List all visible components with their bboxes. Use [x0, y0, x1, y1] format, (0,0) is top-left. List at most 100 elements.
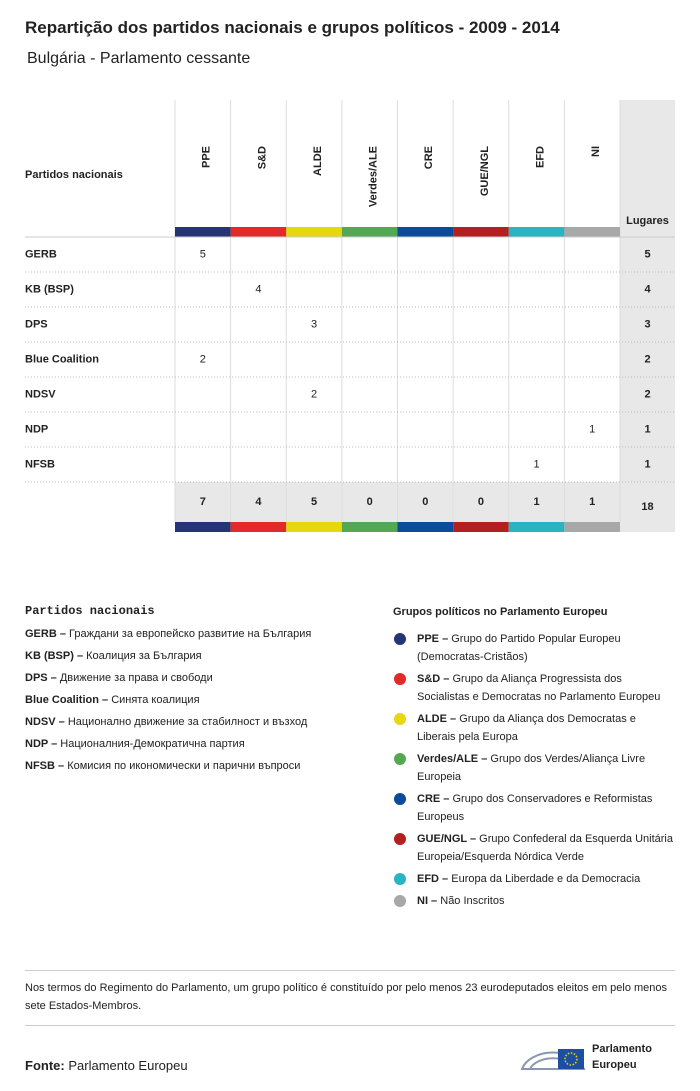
- seats-value: 3: [644, 318, 650, 330]
- group-color-bar: [508, 227, 565, 237]
- table: Partidos nacionais Lugares PPE S&D ALDE Verde…: [25, 100, 675, 532]
- row-header: Partidos nacionais: [25, 169, 123, 181]
- legend-item: Blue Coalition – Синята коалиция: [25, 694, 365, 716]
- national-legend: Partidos nacionais GERB – Граждани за ев…: [25, 604, 365, 782]
- party-name: GERB: [25, 248, 57, 260]
- legend-dot: [394, 793, 406, 805]
- group-color-bar: [175, 227, 231, 237]
- source-label: Fonte:: [25, 1058, 65, 1073]
- legend-text: Национално движение за стабилност и възх…: [67, 716, 308, 728]
- source: Fonte: Parlamento Europeu: [25, 1058, 188, 1073]
- legend-item: KB (BSP) – Коалиция за България: [25, 650, 365, 672]
- legend-item: PPE – Grupo do Partido Popular Europeu (…: [393, 630, 675, 666]
- group-header: ALDE: [312, 146, 324, 176]
- party-name: KB (BSP): [25, 283, 74, 295]
- group-header: NI: [590, 146, 602, 157]
- subtitle: Bulgária - Parlamento cessante: [27, 50, 251, 67]
- seats-value: 4: [644, 283, 651, 295]
- group-color-bar: [286, 522, 342, 532]
- legend-text: Националния-Демократична партия: [60, 738, 245, 750]
- party-name: Blue Coalition: [25, 353, 99, 365]
- legend-title: Grupos políticos no Parlamento Europeu: [393, 606, 608, 618]
- legend-label: ALDE –: [417, 713, 457, 725]
- legend-text: Não Inscritos: [440, 895, 505, 907]
- logo-text: Europeu: [592, 1059, 637, 1071]
- legend-item: DPS – Движение за права и свободи: [25, 672, 365, 694]
- cell-value: 2: [200, 353, 206, 365]
- legend-text: Grupo da Aliança dos Democratas e Libera…: [417, 713, 636, 743]
- total-value: 7: [200, 496, 206, 508]
- legend-dot: [394, 673, 406, 685]
- party-name: NDSV: [25, 388, 56, 400]
- legend-item: NFSB – Комисия по икономически и парични…: [25, 760, 365, 782]
- legend-item: S&D – Grupo da Aliança Progressista dos …: [393, 670, 675, 706]
- cell-value: 5: [200, 248, 206, 260]
- legend-item: NI – Não Inscritos: [393, 892, 675, 910]
- group-header: PPE: [201, 146, 213, 168]
- legend-item: GUE/NGL – Grupo Confederal da Esquerda U…: [393, 830, 675, 866]
- seats-value: 2: [644, 353, 650, 365]
- group-color-bar: [230, 227, 287, 237]
- legend-dot: [394, 753, 406, 765]
- legend-item: NDSV – Национално движение за стабилност…: [25, 716, 365, 738]
- legend-label: DPS –: [25, 672, 57, 684]
- group-header: S&D: [256, 146, 268, 169]
- legend-text: Синята коалиция: [111, 694, 200, 706]
- legend-item: ALDE – Grupo da Aliança dos Democratas e…: [393, 710, 675, 746]
- legend-text: Движение за права и свободи: [59, 672, 213, 684]
- legend-label: NI –: [417, 895, 438, 907]
- legend-item: Verdes/ALE – Grupo dos Verdes/Aliança Li…: [393, 750, 675, 786]
- group-color-bar: [564, 227, 620, 237]
- legend-item: NDP – Националния-Демократична партия: [25, 738, 365, 760]
- party-name: DPS: [25, 318, 48, 330]
- seats-value: 2: [644, 388, 650, 400]
- cell-value: 4: [255, 283, 261, 295]
- group-color-bar: [453, 522, 509, 532]
- group-color-bar: [341, 227, 398, 237]
- legend-label: NDSV –: [25, 716, 65, 728]
- seats-value: 1: [644, 458, 650, 470]
- seats-header: Lugares: [626, 215, 669, 227]
- legend-text: Граждани за европейско развитие на Бълга…: [69, 628, 312, 640]
- cell-value: 3: [311, 318, 317, 330]
- legend-text: Grupo dos Verdes/Aliança Livre Europeia: [417, 753, 646, 783]
- group-legend: Grupos políticos no Parlamento Europeu P…: [393, 606, 675, 914]
- group-color-bar: [397, 522, 454, 532]
- note: Nos termos do Regimento do Parlamento, u…: [25, 970, 675, 1026]
- total-value: 5: [311, 496, 317, 508]
- cell-value: 2: [311, 388, 317, 400]
- legend-label: KB (BSP) –: [25, 650, 84, 662]
- group-color-bar: [286, 227, 342, 237]
- group-color-bar: [508, 522, 565, 532]
- group-color-bar: [564, 522, 620, 532]
- group-color-bar: [175, 522, 231, 532]
- seats-value: 1: [644, 423, 650, 435]
- legend-label: GUE/NGL –: [417, 833, 477, 845]
- group-header: EFD: [534, 146, 546, 168]
- legend-dot: [394, 633, 406, 645]
- group-color-bar: [397, 227, 454, 237]
- total-seats: 18: [641, 501, 653, 513]
- seats-column: [620, 100, 675, 532]
- legend-dot: [394, 895, 406, 907]
- total-value: 0: [422, 496, 428, 508]
- legend-item: CRE – Grupo dos Conservadores e Reformis…: [393, 790, 675, 826]
- total-value: 0: [367, 496, 373, 508]
- group-color-bar: [453, 227, 509, 237]
- legend-dot: [394, 833, 406, 845]
- legend-title: Partidos nacionais: [25, 604, 155, 618]
- legend-label: Verdes/ALE –: [417, 753, 488, 765]
- group-color-bar: [341, 522, 398, 532]
- legend-label: GERB –: [25, 628, 66, 640]
- logo-text: Parlamento: [592, 1043, 652, 1055]
- logo-stars: [564, 1052, 578, 1066]
- legend-text: Grupo dos Conservadores e Reformistas Eu…: [417, 793, 653, 823]
- legend-label: PPE –: [417, 633, 449, 645]
- source-text: Parlamento Europeu: [68, 1058, 188, 1073]
- legend-text: Коалиция за България: [86, 650, 202, 662]
- legend-item: GERB – Граждани за европейско развитие н…: [25, 628, 365, 650]
- group-header: Verdes/ALE: [368, 146, 380, 207]
- group-color-bar: [230, 522, 287, 532]
- legend-dot: [394, 713, 406, 725]
